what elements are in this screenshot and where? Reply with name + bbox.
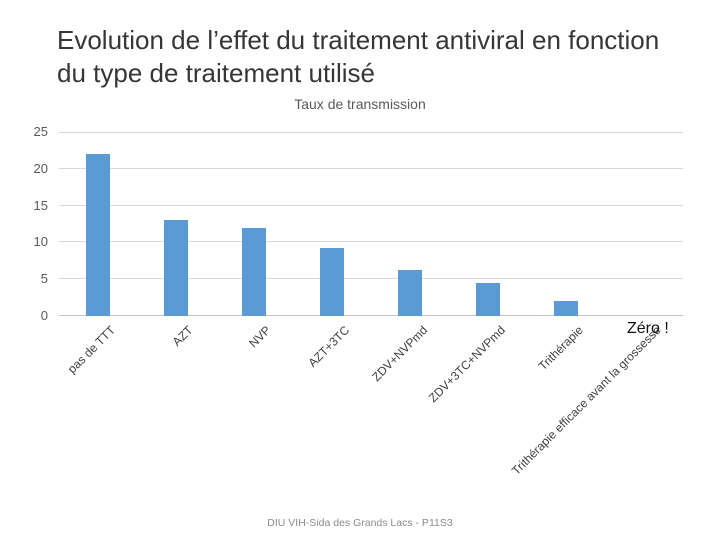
slide-footer: DIU VIH-Sida des Grands Lacs - P11S3	[267, 517, 453, 529]
bar-zdv-3tc-nvpmd	[476, 282, 500, 316]
y-tick-label: 0	[40, 308, 48, 323]
y-tick-label: 10	[33, 234, 48, 250]
x-tick-label: pas de TTT	[64, 323, 118, 377]
bar-nvp	[242, 227, 266, 316]
bar-azt	[164, 220, 188, 316]
y-tick-label: 15	[33, 197, 48, 213]
y-tick-label: 5	[40, 271, 48, 287]
x-tick-label: AZT	[169, 323, 196, 349]
slide-title: Evolution de l’effet du traitement antiv…	[57, 25, 660, 89]
y-tick-label: 20	[33, 160, 48, 176]
gridline	[59, 132, 683, 133]
gridline	[59, 204, 683, 206]
bar-pas-de-ttt	[86, 154, 110, 316]
x-tick-label: AZT+3TC	[304, 323, 352, 370]
plot-area	[59, 132, 683, 316]
y-tick-label: 25	[33, 124, 48, 139]
bar-trith-rapie	[554, 301, 578, 316]
chart-title: Taux de transmission	[294, 96, 426, 112]
x-tick-label: Trithérapie	[535, 323, 586, 374]
zero-annotation: Zéro !	[627, 320, 669, 337]
gridline	[59, 241, 683, 243]
x-axis-line	[59, 315, 683, 316]
x-tick-label: ZDV+3TC+NVPmd	[425, 323, 508, 406]
gridline	[59, 167, 683, 169]
bar-azt-3tc	[320, 247, 344, 316]
x-tick-label: ZDV+NVPmd	[368, 323, 430, 385]
bar-zdv-nvpmd	[398, 269, 422, 316]
x-tick-label: NVP	[246, 323, 274, 351]
gridline	[59, 278, 683, 280]
x-tick-label: Trithérapie efficace avant la grossesse	[509, 323, 664, 478]
